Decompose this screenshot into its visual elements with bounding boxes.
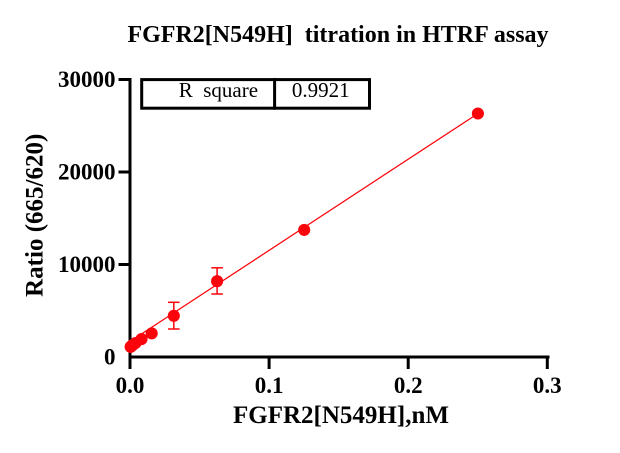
svg-text:0: 0 [104, 344, 116, 369]
svg-text:10000: 10000 [58, 252, 116, 277]
svg-text:0.0: 0.0 [116, 373, 145, 398]
svg-text:R square: R square [179, 78, 258, 102]
svg-text:Ratio (665/620): Ratio (665/620) [21, 134, 48, 297]
svg-text:FGFR2[N549H],nM: FGFR2[N549H],nM [233, 402, 449, 429]
svg-text:0.9921: 0.9921 [292, 78, 350, 102]
svg-text:30000: 30000 [58, 67, 116, 92]
svg-text:FGFR2[N549H] titration in HTR: FGFR2[N549H] titration in HTRF assay [127, 22, 548, 48]
svg-text:0.2: 0.2 [394, 373, 423, 398]
svg-text:0.1: 0.1 [255, 373, 284, 398]
svg-text:20000: 20000 [58, 159, 116, 184]
svg-text:0.3: 0.3 [533, 373, 562, 398]
